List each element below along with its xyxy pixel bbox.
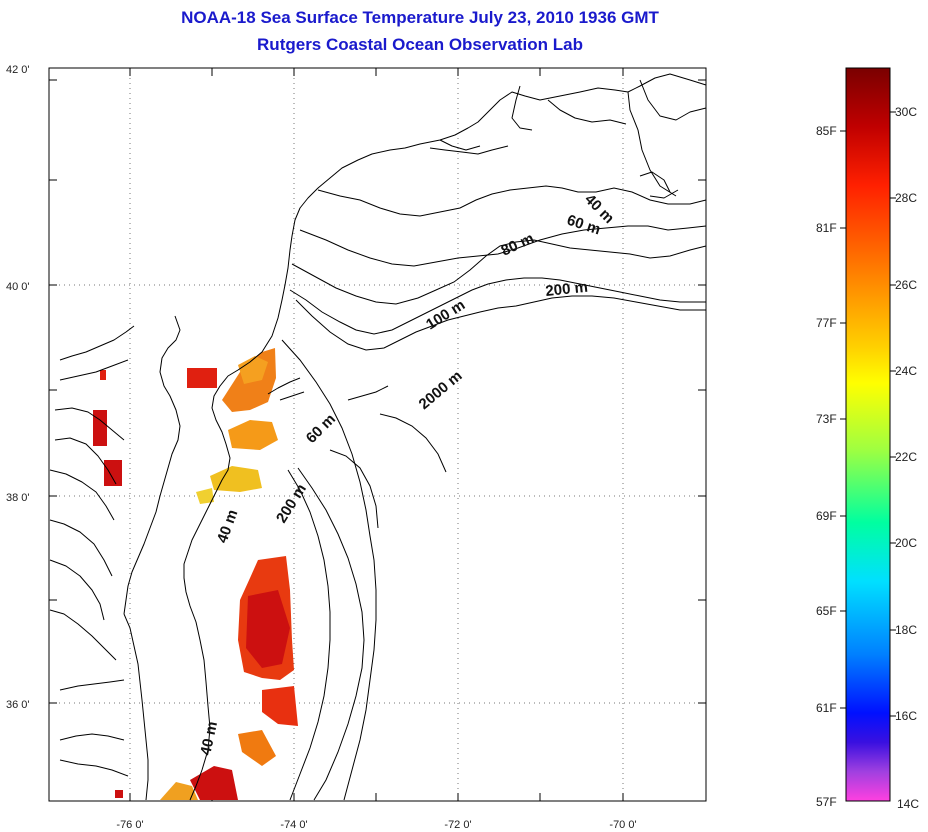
sst-patch xyxy=(104,460,122,486)
celsius-label: 16C xyxy=(895,709,917,723)
sst-patch xyxy=(238,356,268,384)
sst-patch xyxy=(262,686,298,726)
isobath-label: 40 m xyxy=(197,720,221,757)
colorbar-fahrenheit-labels: 85F 81F 77F 73F 69F 65F 61F 57F xyxy=(816,124,837,809)
fahrenheit-label: 61F xyxy=(816,701,837,715)
celsius-label: 30C xyxy=(895,105,917,119)
colorbar-celsius-labels: 30C 28C 26C 24C 22C 20C 18C 16C 14C xyxy=(895,105,919,811)
lat-label: 42 0' xyxy=(6,64,30,76)
celsius-label: 26C xyxy=(895,278,917,292)
latitude-labels: 42 0' 40 0' 38 0' 36 0' xyxy=(6,64,30,711)
fahrenheit-label: 65F xyxy=(816,604,837,618)
celsius-label: 14C xyxy=(897,797,919,811)
celsius-label: 20C xyxy=(895,536,917,550)
map-title: NOAA-18 Sea Surface Temperature July 23,… xyxy=(181,8,659,27)
sst-patch xyxy=(190,766,238,800)
sst-patch xyxy=(238,730,276,766)
fahrenheit-label: 73F xyxy=(816,412,837,426)
lon-label: -70 0' xyxy=(609,819,636,831)
isobath-label: 200 m xyxy=(545,279,589,300)
sst-patch xyxy=(196,488,214,504)
fahrenheit-label: 85F xyxy=(816,124,837,138)
axis-ticks xyxy=(49,68,706,801)
sst-patch xyxy=(93,410,107,446)
fahrenheit-label: 57F xyxy=(816,795,837,809)
lat-label: 40 0' xyxy=(6,281,30,293)
sst-patch xyxy=(210,466,262,492)
sst-patch xyxy=(187,368,217,388)
sst-patch xyxy=(246,590,290,668)
lat-label: 36 0' xyxy=(6,699,30,711)
lat-label: 38 0' xyxy=(6,492,30,504)
lon-label: -74 0' xyxy=(280,819,307,831)
fahrenheit-label: 81F xyxy=(816,221,837,235)
fahrenheit-label: 77F xyxy=(816,316,837,330)
longitude-labels: -76 0' -74 0' -72 0' -70 0' xyxy=(116,819,636,831)
celsius-label: 24C xyxy=(895,364,917,378)
sst-patch xyxy=(100,370,106,380)
sst-patch xyxy=(160,782,198,800)
celsius-label: 18C xyxy=(895,623,917,637)
map-frame xyxy=(48,67,707,802)
lon-label: -76 0' xyxy=(116,819,143,831)
map-subtitle: Rutgers Coastal Ocean Observation Lab xyxy=(257,35,583,54)
colorbar xyxy=(845,67,891,802)
graticule xyxy=(49,68,706,801)
lon-label: -72 0' xyxy=(444,819,471,831)
sst-patch xyxy=(115,790,123,798)
fahrenheit-label: 69F xyxy=(816,509,837,523)
celsius-label: 22C xyxy=(895,450,917,464)
celsius-label: 28C xyxy=(895,191,917,205)
coastline xyxy=(49,73,707,801)
isobaths xyxy=(281,185,707,801)
sst-patch xyxy=(228,420,278,450)
sst-swath xyxy=(93,348,298,800)
colorbar-ticks xyxy=(840,111,896,717)
